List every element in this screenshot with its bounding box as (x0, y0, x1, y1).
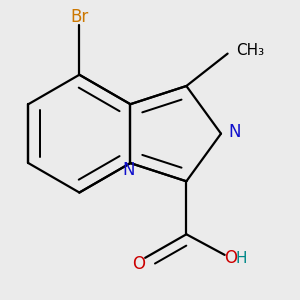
Text: N: N (228, 123, 241, 141)
Text: CH₃: CH₃ (236, 43, 264, 58)
Text: Br: Br (70, 8, 88, 26)
Text: O: O (132, 255, 145, 273)
Text: N: N (122, 161, 135, 179)
Text: O: O (224, 249, 237, 267)
Text: H: H (236, 251, 248, 266)
